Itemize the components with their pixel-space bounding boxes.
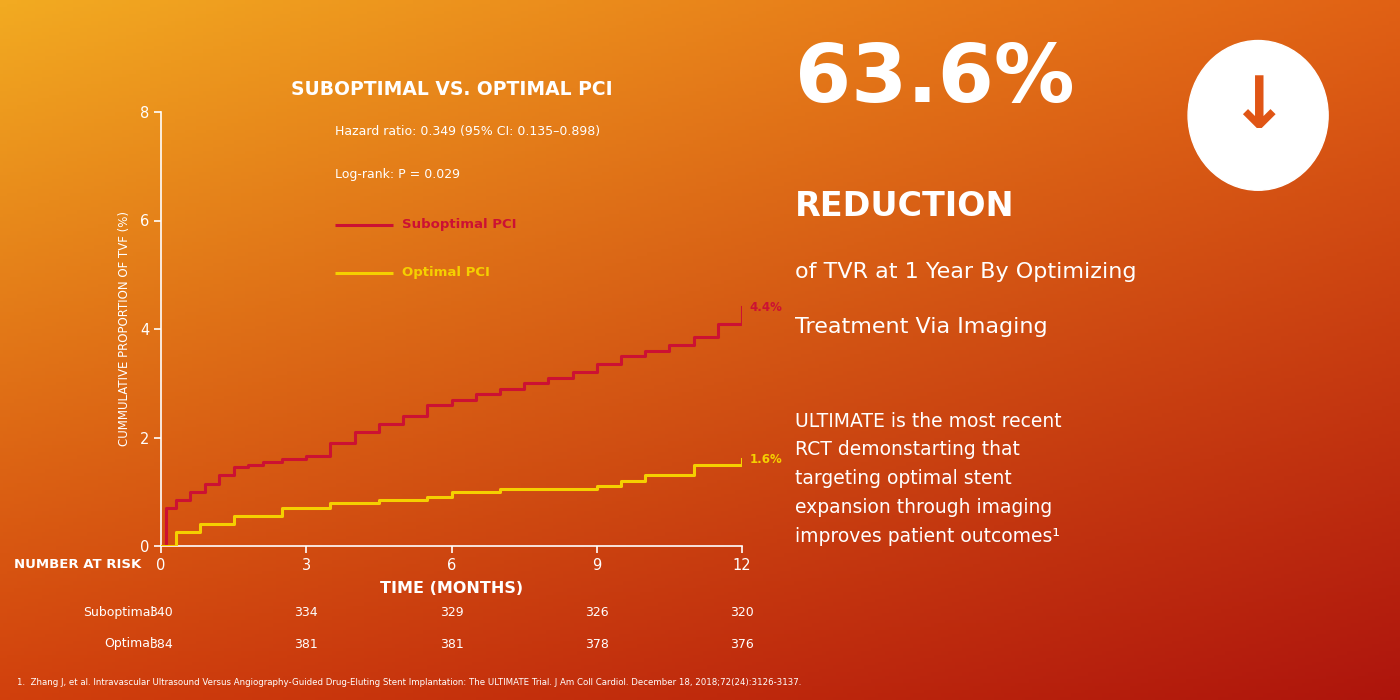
Text: NUMBER AT RISK: NUMBER AT RISK [14,557,141,570]
Text: 1.  Zhang J, et al. Intravascular Ultrasound Versus Angiography-Guided Drug-Elut: 1. Zhang J, et al. Intravascular Ultraso… [17,678,801,687]
Text: 63.6%: 63.6% [795,41,1075,118]
Text: 4.4%: 4.4% [749,301,783,314]
X-axis label: TIME (MONTHS): TIME (MONTHS) [379,581,524,596]
Text: 340: 340 [150,606,172,619]
Text: ULTIMATE is the most recent
RCT demonstarting that
targeting optimal stent
expan: ULTIMATE is the most recent RCT demonsta… [795,412,1061,545]
Text: REDUCTION: REDUCTION [795,190,1015,223]
Text: 326: 326 [585,606,609,619]
Text: of TVR at 1 Year By Optimizing: of TVR at 1 Year By Optimizing [795,262,1137,282]
Text: Optimal PCI: Optimal PCI [402,266,490,279]
Text: 320: 320 [731,606,753,619]
Text: 376: 376 [731,638,753,650]
Text: 381: 381 [440,638,463,650]
Text: 381: 381 [294,638,318,650]
Text: 1.6%: 1.6% [749,453,783,466]
Text: Suboptimal PCI: Suboptimal PCI [402,218,517,231]
Circle shape [1189,41,1329,190]
Text: 334: 334 [294,606,318,619]
Text: Optimal: Optimal [105,638,154,650]
Title: SUBOPTIMAL VS. OPTIMAL PCI: SUBOPTIMAL VS. OPTIMAL PCI [291,80,612,99]
Y-axis label: CUMMULATIVE PROPORTION OF TVF (%): CUMMULATIVE PROPORTION OF TVF (%) [119,211,132,447]
Text: 329: 329 [440,606,463,619]
Text: Hazard ratio: 0.349 (95% CI: 0.135–0.898): Hazard ratio: 0.349 (95% CI: 0.135–0.898… [335,125,601,138]
Text: 378: 378 [585,638,609,650]
Text: Suboptimal: Suboptimal [83,606,154,619]
Text: Treatment Via Imaging: Treatment Via Imaging [795,317,1047,337]
Text: 384: 384 [150,638,172,650]
Text: ↓: ↓ [1228,74,1288,144]
Text: Log-rank: P = 0.029: Log-rank: P = 0.029 [335,169,461,181]
